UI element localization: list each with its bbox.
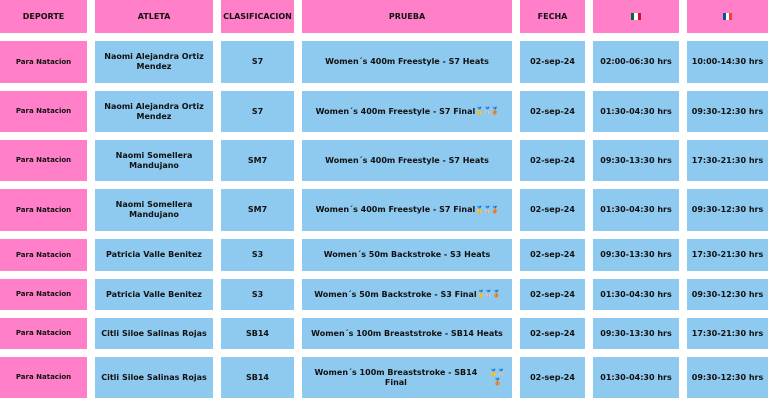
event-name: Women´s 400m Freestyle - S7 Final bbox=[315, 106, 476, 116]
cell-atleta: Naomi Somellera Mandujano bbox=[95, 140, 213, 181]
header-atleta: ATLETA bbox=[95, 0, 213, 33]
cell-clasificacion: S3 bbox=[221, 279, 294, 310]
cell-hora-mx: 01:30-04:30 hrs bbox=[593, 91, 679, 132]
cell-hora-fr: 10:00-14:30 hrs bbox=[687, 41, 768, 83]
medals-icon: 🥇🥈🥉 bbox=[489, 368, 505, 386]
cell-deporte: Para Natacion bbox=[0, 140, 87, 181]
header-prueba: PRUEBA bbox=[302, 0, 512, 33]
cell-atleta: Citli Siloe Salinas Rojas bbox=[95, 357, 213, 398]
cell-fecha: 02-sep-24 bbox=[520, 41, 585, 83]
cell-atleta: Naomi Alejandra Ortiz Mendez bbox=[95, 91, 213, 132]
event-name: Women´s 50m Backstroke - S3 Heats bbox=[323, 250, 491, 259]
cell-deporte: Para Natacion bbox=[0, 41, 87, 83]
cell-hora-fr: 17:30-21:30 hrs bbox=[687, 140, 768, 181]
event-name: Women´s 400m Freestyle - S7 Heats bbox=[325, 57, 489, 66]
mexico-flag-icon bbox=[631, 13, 641, 20]
cell-deporte: Para Natacion bbox=[0, 279, 87, 310]
cell-hora-mx: 01:30-04:30 hrs bbox=[593, 357, 679, 398]
cell-atleta: Citli Siloe Salinas Rojas bbox=[95, 318, 213, 349]
cell-prueba: Women´s 400m Freestyle - S7 Final 🥇🥈🥉 bbox=[302, 91, 512, 132]
cell-prueba: Women´s 400m Freestyle - S7 Heats bbox=[302, 140, 512, 181]
cell-deporte: Para Natacion bbox=[0, 357, 87, 398]
event-name: Women´s 400m Freestyle - S7 Heats bbox=[325, 155, 489, 165]
cell-prueba: Women´s 50m Backstroke - S3 Heats bbox=[302, 239, 512, 271]
cell-fecha: 02-sep-24 bbox=[520, 279, 585, 310]
cell-fecha: 02-sep-24 bbox=[520, 318, 585, 349]
cell-fecha: 02-sep-24 bbox=[520, 357, 585, 398]
cell-hora-mx: 09:30-13:30 hrs bbox=[593, 140, 679, 181]
cell-prueba: Women´s 100m Breaststroke - SB14 Final 🥇🥈… bbox=[302, 357, 512, 398]
cell-hora-fr: 09:30-12:30 hrs bbox=[687, 357, 768, 398]
cell-clasificacion: SM7 bbox=[221, 189, 294, 231]
france-flag-icon bbox=[722, 13, 733, 20]
cell-fecha: 02-sep-24 bbox=[520, 239, 585, 271]
cell-clasificacion: S7 bbox=[221, 41, 294, 83]
cell-hora-mx: 09:30-13:30 hrs bbox=[593, 239, 679, 271]
medals-icon: 🥇🥈🥉 bbox=[476, 290, 501, 299]
header-hora-francia bbox=[687, 0, 768, 33]
cell-hora-mx: 02:00-06:30 hrs bbox=[593, 41, 679, 83]
cell-atleta: Patricia Valle Benitez bbox=[95, 239, 213, 271]
cell-prueba: Women´s 100m Breaststroke - SB14 Heats bbox=[302, 318, 512, 349]
cell-atleta: Patricia Valle Benitez bbox=[95, 279, 213, 310]
cell-deporte: Para Natacion bbox=[0, 189, 87, 231]
medals-icon: 🥇🥈🥉 bbox=[475, 205, 499, 214]
cell-deporte: Para Natacion bbox=[0, 318, 87, 349]
cell-hora-fr: 17:30-21:30 hrs bbox=[687, 239, 768, 271]
cell-clasificacion: S7 bbox=[221, 91, 294, 132]
cell-clasificacion: SB14 bbox=[221, 357, 294, 398]
cell-deporte: Para Natacion bbox=[0, 239, 87, 271]
cell-hora-mx: 09:30-13:30 hrs bbox=[593, 318, 679, 349]
cell-atleta: Naomi Somellera Mandujano bbox=[95, 189, 213, 231]
event-name: Women´s 100m Breaststroke - SB14 Heats bbox=[311, 328, 503, 338]
header-clasificacion: CLASIFICACION bbox=[221, 0, 294, 33]
cell-prueba: Women´s 400m Freestyle - S7 Final 🥇🥈🥉 bbox=[302, 189, 512, 231]
cell-fecha: 02-sep-24 bbox=[520, 91, 585, 132]
cell-atleta: Naomi Alejandra Ortiz Mendez bbox=[95, 41, 213, 83]
cell-hora-fr: 17:30-21:30 hrs bbox=[687, 318, 768, 349]
cell-clasificacion: S3 bbox=[221, 239, 294, 271]
cell-deporte: Para Natacion bbox=[0, 91, 87, 132]
header-fecha: FECHA bbox=[520, 0, 585, 33]
event-name: Women´s 50m Backstroke - S3 Final bbox=[314, 289, 477, 299]
cell-prueba: Women´s 50m Backstroke - S3 Final 🥇🥈🥉 bbox=[302, 279, 512, 310]
cell-fecha: 02-sep-24 bbox=[520, 140, 585, 181]
cell-hora-fr: 09:30-12:30 hrs bbox=[687, 189, 768, 231]
cell-fecha: 02-sep-24 bbox=[520, 189, 585, 231]
event-name: Women´s 400m Freestyle - S7 Final bbox=[315, 205, 476, 214]
cell-clasificacion: SM7 bbox=[221, 140, 294, 181]
header-hora-mexico bbox=[593, 0, 679, 33]
header-deporte: DEPORTE bbox=[0, 0, 87, 33]
cell-hora-fr: 09:30-12:30 hrs bbox=[687, 91, 768, 132]
medals-icon: 🥇🥈🥉 bbox=[475, 107, 499, 116]
cell-hora-fr: 09:30-12:30 hrs bbox=[687, 279, 768, 310]
cell-prueba: Women´s 400m Freestyle - S7 Heats bbox=[302, 41, 512, 83]
cell-hora-mx: 01:30-04:30 hrs bbox=[593, 189, 679, 231]
event-name: Women´s 100m Breaststroke - SB14 Final bbox=[314, 367, 478, 387]
cell-clasificacion: SB14 bbox=[221, 318, 294, 349]
cell-hora-mx: 01:30-04:30 hrs bbox=[593, 279, 679, 310]
